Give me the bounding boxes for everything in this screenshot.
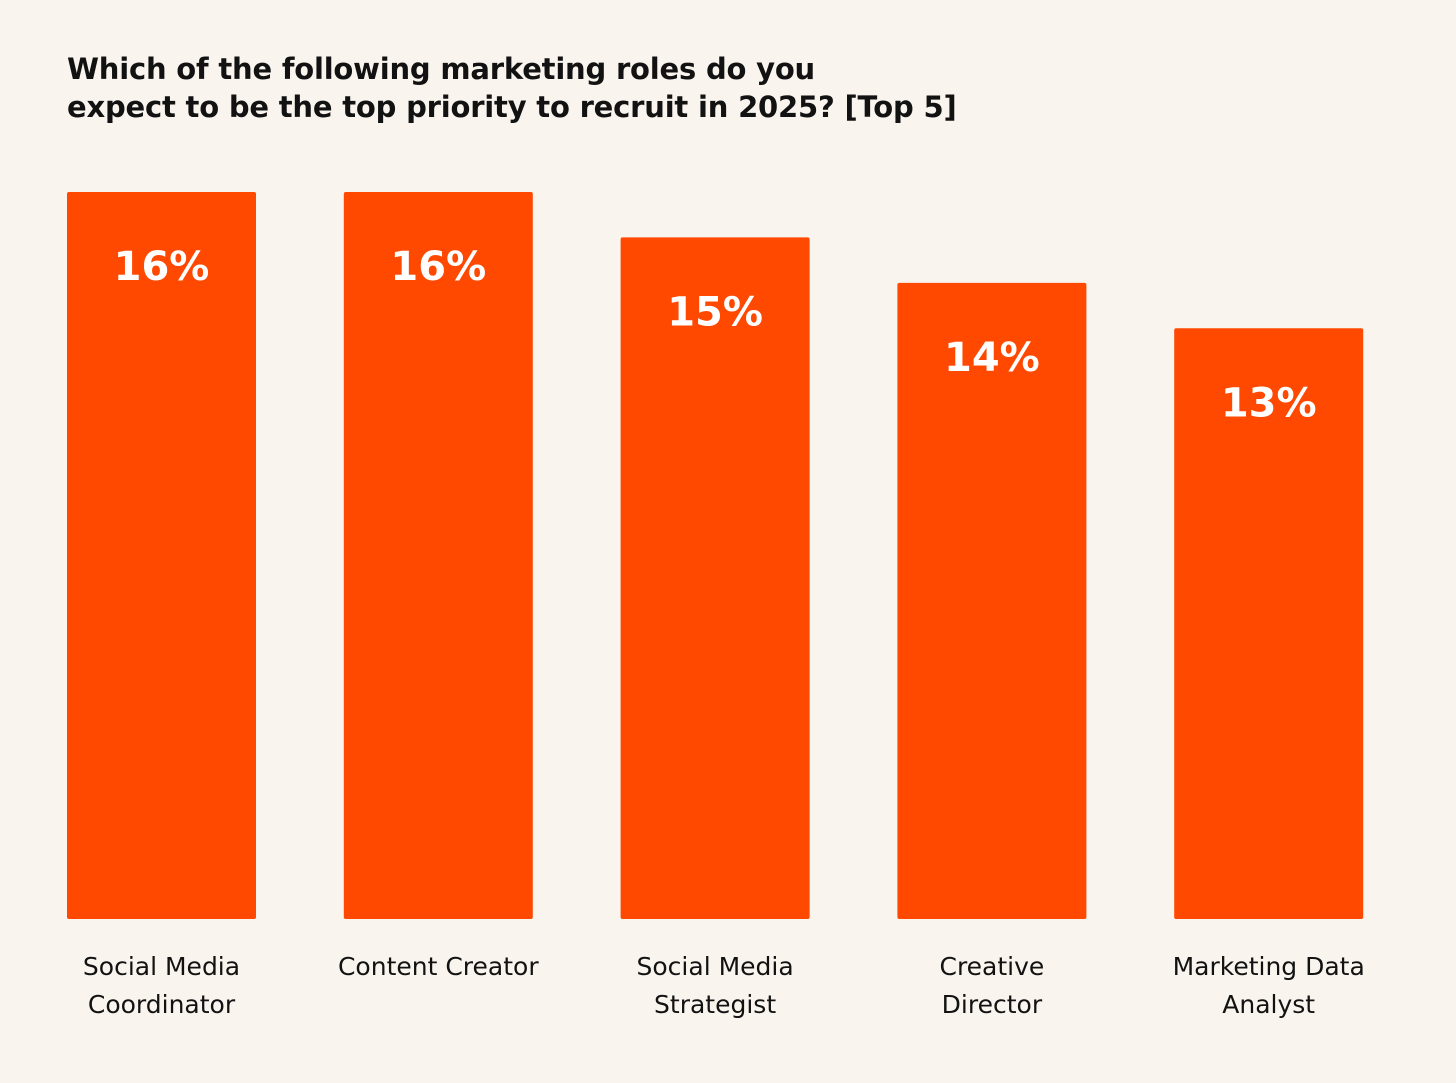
category-label-line: Marketing Data <box>1173 952 1365 981</box>
bar <box>620 237 810 919</box>
category-label-line: Social Media <box>637 952 794 981</box>
bar-value-label: 16% <box>390 244 486 290</box>
category-label: Social Media Coordinator <box>83 952 240 1019</box>
bar-group: 15% Social Media Strategist <box>620 237 810 1019</box>
bar <box>343 192 533 919</box>
bar <box>1174 328 1364 919</box>
bar-value-label: 16% <box>114 244 210 290</box>
chart-title-line-1: Which of the following marketing roles d… <box>67 52 816 86</box>
chart-title: Which of the following marketing roles d… <box>67 50 967 126</box>
chart-title-line-2: expect to be the top priority to recruit… <box>67 90 957 124</box>
bar-group: 16% Content Creator <box>338 192 539 981</box>
bar-value-label: 13% <box>1221 380 1317 426</box>
bar-value-label: 14% <box>944 335 1040 381</box>
bar-group: 14% Creative Director <box>897 282 1087 1019</box>
category-label-line: Creative <box>939 952 1044 981</box>
category-label-line: Analyst <box>1222 990 1315 1019</box>
category-label: Creative Director <box>939 952 1044 1019</box>
category-label: Social Media Strategist <box>637 952 794 1019</box>
category-label: Content Creator <box>338 952 539 981</box>
category-label-line: Social Media <box>83 952 240 981</box>
category-label-line: Coordinator <box>88 990 236 1019</box>
bar <box>67 192 256 919</box>
bar-group: 16% Social Media Coordinator <box>67 192 256 1019</box>
bar <box>897 282 1087 919</box>
category-label-line: Strategist <box>654 990 776 1019</box>
bar-group: 13% Marketing Data Analyst <box>1173 328 1365 1019</box>
bar-value-label: 15% <box>667 289 763 335</box>
category-label-line: Director <box>942 990 1043 1019</box>
category-label-line: Content Creator <box>338 952 539 981</box>
category-label: Marketing Data Analyst <box>1173 952 1365 1019</box>
